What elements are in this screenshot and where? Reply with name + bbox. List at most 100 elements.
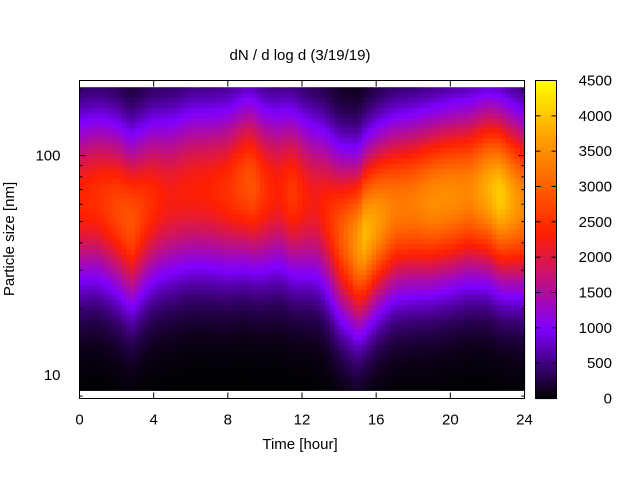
heatmap-cell — [334, 92, 340, 98]
heatmap-cell — [162, 339, 169, 346]
heatmap-cell — [181, 319, 187, 326]
heatmap-cell — [380, 269, 387, 275]
heatmap-cell — [93, 112, 99, 119]
heatmap-cell — [218, 233, 224, 240]
heatmap-cell — [186, 147, 192, 154]
heatmap-cell — [311, 223, 317, 230]
heatmap-cell — [125, 233, 132, 240]
heatmap-cell — [149, 112, 155, 119]
heatmap-cell — [190, 218, 196, 225]
heatmap-cell — [417, 97, 424, 103]
heatmap-cell — [195, 193, 201, 199]
heatmap-cell — [172, 284, 178, 290]
heatmap-cell — [302, 87, 308, 93]
heatmap-cell — [84, 218, 90, 225]
heatmap-cell — [417, 178, 424, 184]
heatmap-cell — [264, 163, 271, 169]
heatmap-cell — [320, 279, 326, 285]
heatmap-cell — [292, 354, 298, 361]
heatmap-cell — [172, 173, 178, 179]
heatmap-cell — [232, 183, 238, 189]
heatmap-cell — [269, 193, 275, 199]
heatmap-cell — [232, 380, 238, 386]
heatmap-cell — [195, 274, 201, 280]
heatmap-cell — [260, 274, 266, 280]
heatmap-cell — [190, 228, 196, 235]
heatmap-cell — [417, 183, 424, 189]
heatmap-cell — [431, 193, 438, 199]
heatmap-cell — [88, 339, 95, 346]
heatmap-cell — [232, 274, 238, 280]
heatmap-cell — [135, 233, 141, 240]
heatmap-cell — [274, 228, 280, 235]
heatmap-cell — [362, 102, 368, 109]
heatmap-cell — [413, 178, 419, 184]
heatmap-cell — [144, 319, 150, 326]
heatmap-cell — [195, 309, 201, 316]
heatmap-cell — [403, 137, 410, 144]
heatmap-cell — [227, 157, 234, 164]
heatmap-cell — [255, 208, 261, 215]
heatmap-cell — [186, 122, 192, 129]
heatmap-cell — [394, 380, 400, 386]
heatmap-cell — [139, 127, 145, 134]
heatmap-cell — [394, 122, 400, 129]
heatmap-cell — [320, 370, 326, 376]
heatmap-cell — [204, 178, 210, 184]
heatmap-cell — [130, 294, 136, 300]
heatmap-cell — [264, 203, 271, 210]
heatmap-cell — [297, 213, 303, 220]
heatmap-cell — [413, 193, 419, 199]
heatmap-cell — [315, 147, 322, 154]
heatmap-cell — [343, 344, 349, 351]
heatmap-cell — [251, 314, 257, 321]
heatmap-cell — [116, 349, 122, 356]
heatmap-cell — [320, 147, 326, 154]
heatmap-cell — [255, 284, 261, 290]
heatmap-cell — [79, 289, 85, 295]
heatmap-cell — [274, 324, 280, 331]
heatmap-cell — [264, 279, 271, 285]
heatmap-cell — [181, 87, 187, 93]
heatmap-cell — [348, 304, 354, 311]
heatmap-cell — [209, 163, 215, 169]
heatmap-cell — [445, 163, 451, 169]
heatmap-cell — [144, 142, 150, 149]
heatmap-cell — [422, 92, 428, 98]
heatmap-cell — [93, 253, 99, 260]
heatmap-cell — [176, 183, 183, 189]
heatmap-cell — [102, 137, 108, 144]
heatmap-cell — [302, 329, 308, 336]
heatmap-cell — [357, 238, 363, 245]
heatmap-cell — [204, 87, 210, 93]
heatmap-cell — [311, 112, 317, 119]
heatmap-cell — [162, 365, 169, 371]
heatmap-cell — [320, 132, 326, 139]
heatmap-cell — [121, 380, 127, 386]
heatmap-cell — [320, 117, 326, 124]
heatmap-cell — [427, 289, 433, 295]
heatmap-cell — [79, 349, 85, 356]
heatmap-cell — [204, 122, 210, 129]
heatmap-cell — [241, 178, 247, 184]
heatmap-cell — [79, 92, 85, 98]
heatmap-cell — [195, 269, 201, 275]
heatmap-cell — [348, 152, 354, 159]
heatmap-cell — [288, 193, 294, 199]
heatmap-cell — [232, 213, 238, 220]
heatmap-cell — [436, 339, 442, 346]
heatmap-cell — [394, 264, 400, 270]
heatmap-cell — [445, 168, 451, 174]
heatmap-cell — [431, 319, 438, 326]
heatmap-cell — [348, 198, 354, 205]
heatmap-cell — [186, 127, 192, 134]
heatmap-cell — [390, 248, 396, 255]
heatmap-cell — [380, 238, 387, 245]
heatmap-cell — [84, 344, 90, 351]
heatmap-cell — [417, 208, 424, 215]
heatmap-cell — [200, 309, 206, 316]
heatmap-cell — [441, 157, 447, 164]
heatmap-cell — [431, 102, 438, 109]
heatmap-cell — [315, 380, 322, 386]
heatmap-cell — [107, 385, 113, 391]
